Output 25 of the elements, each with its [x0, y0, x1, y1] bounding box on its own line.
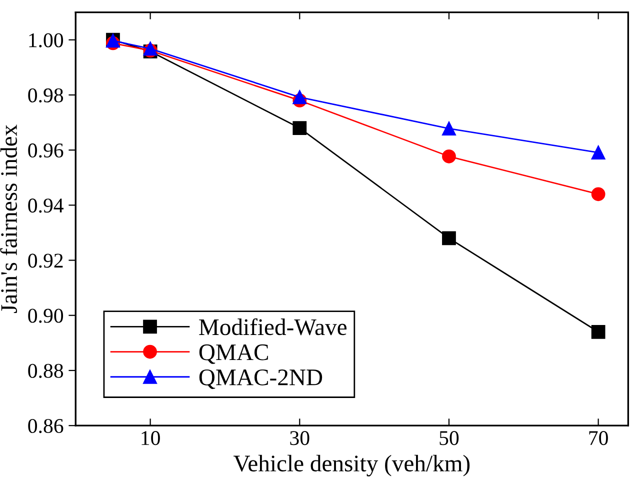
y-tick-label: 0.88: [28, 364, 64, 378]
y-tick-label: 0.98: [28, 88, 64, 102]
y-tick-label: 0.96: [28, 143, 64, 158]
y-tick-label: 0.90: [28, 308, 64, 323]
point: [591, 187, 606, 202]
y-tick-label: 0.92: [28, 254, 63, 268]
legend-label: Modified-Wave: [199, 318, 346, 336]
point: [292, 90, 307, 104]
point: [442, 231, 456, 246]
point: [442, 149, 456, 164]
point: [442, 122, 456, 136]
legend-label: QMAC: [199, 344, 268, 364]
x-tick-label: 10: [142, 431, 160, 446]
x-tick-label: 70: [589, 431, 608, 446]
point: [591, 324, 606, 339]
x-axis-title: Vehicle density (veh/km): [234, 454, 470, 476]
x-tick-label: 50: [440, 431, 459, 446]
point: [591, 146, 606, 160]
legend-label: QMAC-2ND: [199, 370, 322, 389]
y-tick-label: 0.86: [28, 418, 64, 434]
y-axis-title: Jain's fairness index: [0, 124, 18, 314]
y-tick-label: 0.94: [28, 198, 64, 213]
y-tick-label: 1.00: [29, 33, 64, 48]
x-tick-label: 30: [290, 431, 310, 446]
point: [292, 121, 307, 135]
